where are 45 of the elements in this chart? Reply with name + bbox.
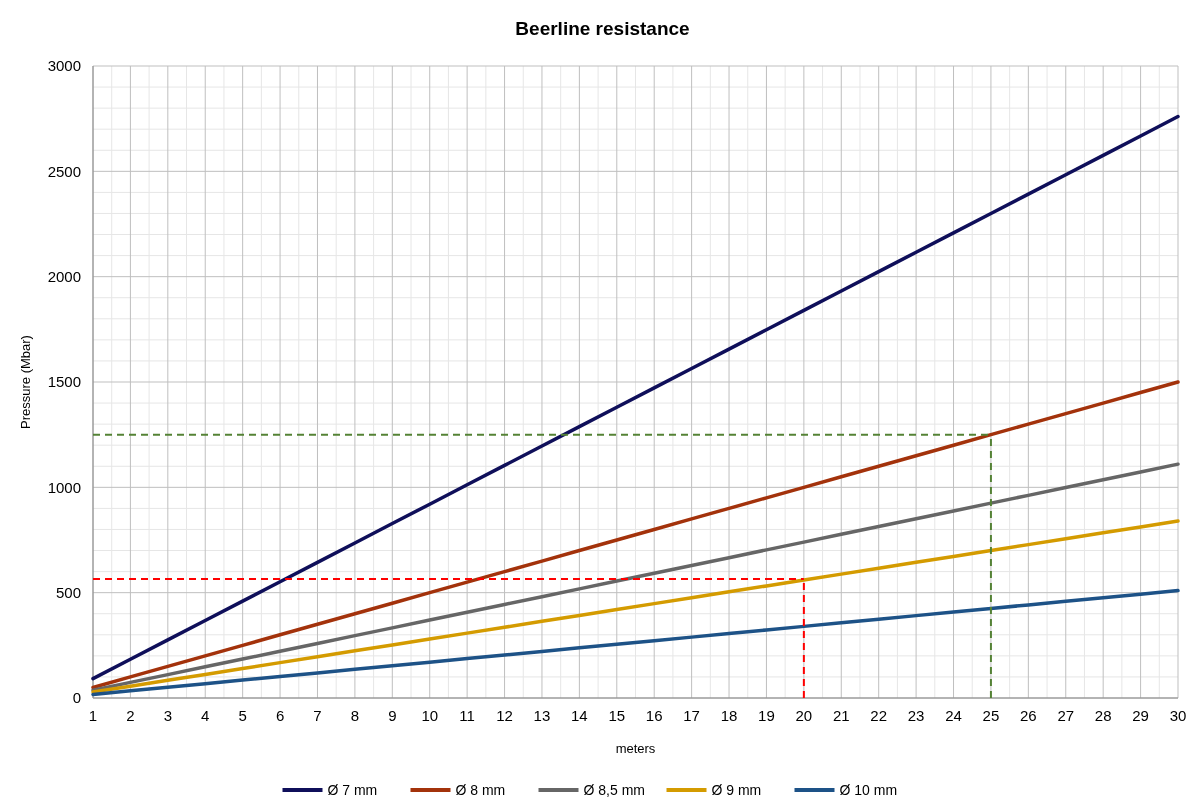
x-tick-label: 29 xyxy=(1132,707,1149,724)
x-tick-label: 11 xyxy=(459,707,475,724)
x-tick-label: 19 xyxy=(758,707,775,724)
y-tick-label: 0 xyxy=(72,689,81,707)
legend-label: Ø 7 mm xyxy=(327,781,378,798)
y-tick-label: 3000 xyxy=(47,57,81,75)
x-tick-label: 3 xyxy=(163,707,172,724)
legend-label: Ø 8,5 mm xyxy=(583,781,645,798)
x-tick-label: 2 xyxy=(126,707,135,724)
x-tick-label: 12 xyxy=(496,707,513,724)
x-tick-label: 14 xyxy=(571,707,588,724)
x-tick-label: 6 xyxy=(275,707,285,724)
chart-title: Beerline resistance xyxy=(515,18,690,39)
x-tick-label: 30 xyxy=(1169,707,1187,724)
x-axis-title: meters xyxy=(615,741,656,756)
y-tick-label: 500 xyxy=(55,583,81,601)
legend-label: Ø 8 mm xyxy=(455,781,506,798)
x-tick-label: 10 xyxy=(421,707,439,724)
x-tick-label: 17 xyxy=(683,707,700,724)
x-tick-label: 23 xyxy=(907,707,925,724)
x-tick-label: 20 xyxy=(795,707,813,724)
x-tick-label: 9 xyxy=(388,707,397,724)
y-axis-title: Pressure (Mbar) xyxy=(18,335,33,429)
x-tick-label: 7 xyxy=(313,707,322,724)
x-tick-label: 25 xyxy=(982,707,1000,724)
y-tick-label: 2500 xyxy=(47,162,81,180)
legend-label: Ø 9 mm xyxy=(711,781,762,798)
x-tick-label: 22 xyxy=(870,707,888,724)
x-tick-label: 15 xyxy=(608,707,626,724)
y-tick-label: 1500 xyxy=(47,373,81,391)
x-tick-label: 18 xyxy=(720,707,738,724)
legend-label: Ø 10 mm xyxy=(839,781,898,798)
y-tick-label: 1000 xyxy=(47,478,81,496)
x-tick-label: 16 xyxy=(645,707,663,724)
y-tick-label: 2000 xyxy=(47,267,81,285)
x-tick-label: 28 xyxy=(1094,707,1112,724)
x-tick-label: 24 xyxy=(945,707,962,724)
x-tick-label: 26 xyxy=(1020,707,1037,724)
x-tick-label: 4 xyxy=(201,707,210,724)
x-tick-label: 21 xyxy=(832,707,850,724)
x-tick-label: 1 xyxy=(88,707,98,724)
x-tick-label: 13 xyxy=(533,707,551,724)
x-tick-label: 27 xyxy=(1057,707,1075,724)
x-tick-label: 5 xyxy=(238,707,247,724)
x-tick-label: 8 xyxy=(350,707,360,724)
